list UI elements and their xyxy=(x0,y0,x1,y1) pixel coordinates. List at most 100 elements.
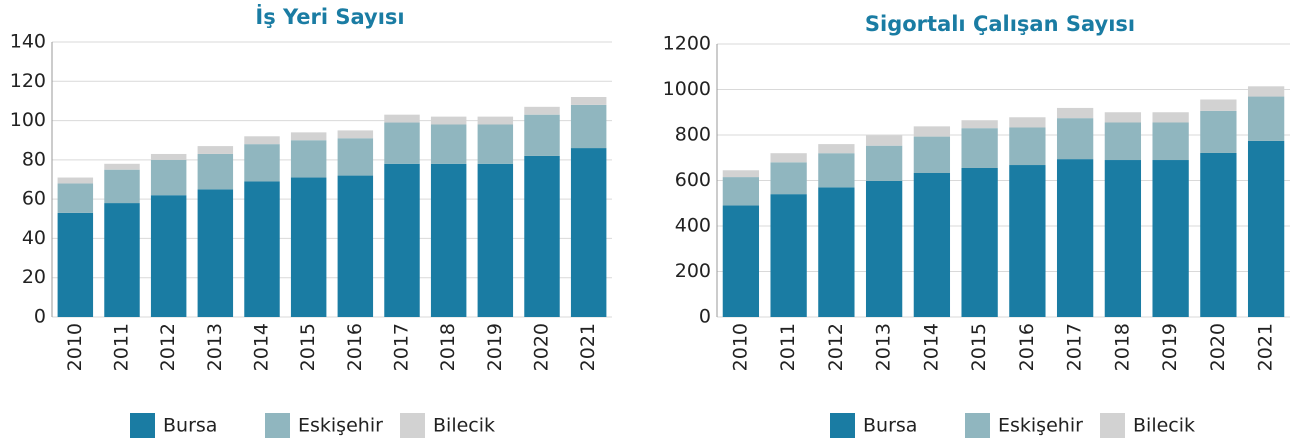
bar-segment xyxy=(337,138,374,176)
legend-label: Bilecik xyxy=(1133,415,1195,437)
bar-segment xyxy=(770,162,807,195)
legend-swatch xyxy=(965,413,990,438)
bar-segment xyxy=(913,126,951,137)
x-tick-label: 2012 xyxy=(157,323,179,371)
y-tick-label: 800 xyxy=(675,124,711,146)
x-tick-label: 2019 xyxy=(484,323,506,371)
bar-segment xyxy=(477,116,514,125)
bar-segment xyxy=(570,148,607,317)
bar-segment xyxy=(1009,127,1046,166)
bar-segment xyxy=(104,169,140,204)
bar-segment xyxy=(913,136,951,173)
bar-segment xyxy=(384,163,420,317)
bar-segment xyxy=(150,159,187,196)
bar-segment xyxy=(57,183,94,213)
x-tick-label: 2021 xyxy=(577,323,599,371)
bar-segment xyxy=(770,194,807,317)
bar-segment xyxy=(961,167,998,317)
bar-segment xyxy=(961,120,998,129)
bar-segment xyxy=(961,128,998,168)
x-tick-label: 2016 xyxy=(1016,323,1038,371)
legend-label: Bursa xyxy=(863,415,917,437)
bar-segment xyxy=(337,175,374,317)
x-tick-label: 2019 xyxy=(1159,323,1181,371)
x-tick-label: 2020 xyxy=(531,323,553,371)
bar-segment xyxy=(865,145,903,181)
x-tick-label: 2016 xyxy=(344,323,366,371)
bar-segment xyxy=(818,144,855,154)
x-tick-label: 2011 xyxy=(111,323,133,371)
x-tick-label: 2012 xyxy=(825,323,847,371)
bar-segment xyxy=(290,177,327,317)
legend-label: Eskişehir xyxy=(298,415,383,437)
bar-segment xyxy=(150,153,187,160)
y-tick-label: 140 xyxy=(10,31,46,53)
bar-segment xyxy=(913,172,951,317)
legend-swatch xyxy=(830,413,855,438)
x-tick-label: 2014 xyxy=(251,323,273,371)
x-tick-label: 2014 xyxy=(920,323,942,371)
x-tick-label: 2010 xyxy=(64,323,86,371)
legend-swatch xyxy=(130,413,155,438)
legend-label: Bilecik xyxy=(433,415,495,437)
x-tick-label: 2018 xyxy=(437,323,459,371)
bar-segment xyxy=(1152,160,1189,317)
legend-swatch xyxy=(400,413,425,438)
bar-segment xyxy=(290,132,327,141)
bar-segment xyxy=(197,189,234,317)
bar-segment xyxy=(1152,122,1189,161)
bar-segment xyxy=(865,135,903,146)
legend-label: Bursa xyxy=(163,415,217,437)
bar-segment xyxy=(524,106,560,115)
bar-segment xyxy=(197,146,234,154)
x-tick-label: 2010 xyxy=(729,323,751,371)
bar-segment xyxy=(477,163,514,317)
y-tick-label: 100 xyxy=(10,109,46,131)
bar-segment xyxy=(1104,112,1142,123)
bar-segment xyxy=(197,153,234,190)
bar-segment xyxy=(570,97,607,105)
y-tick-label: 1200 xyxy=(663,33,711,55)
x-tick-label: 2011 xyxy=(777,323,799,371)
bar-segment xyxy=(290,140,327,178)
chart-title: İş Yeri Sayısı xyxy=(255,4,404,29)
y-tick-label: 120 xyxy=(10,70,46,92)
bar-segment xyxy=(57,212,94,317)
bar-segment xyxy=(1056,159,1094,317)
bar-segment xyxy=(570,104,607,149)
bar-segment xyxy=(1104,122,1142,161)
chart-title: Sigortalı Çalışan Sayısı xyxy=(865,12,1135,36)
bar-segment xyxy=(1009,117,1046,128)
bar-segment xyxy=(770,153,807,163)
x-tick-label: 2015 xyxy=(968,323,990,371)
y-tick-label: 80 xyxy=(22,148,46,170)
x-tick-label: 2017 xyxy=(1064,323,1086,371)
bar-segment xyxy=(1009,165,1046,317)
y-tick-label: 600 xyxy=(675,169,711,191)
bar-segment xyxy=(430,163,467,317)
legend-swatch xyxy=(265,413,290,438)
x-tick-label: 2013 xyxy=(873,323,895,371)
bar-segment xyxy=(1247,96,1285,141)
bar-segment xyxy=(104,163,140,170)
x-tick-label: 2020 xyxy=(1207,323,1229,371)
y-tick-label: 60 xyxy=(22,188,46,210)
bar-segment xyxy=(244,136,280,145)
bar-segment xyxy=(1247,86,1285,97)
bar-segment xyxy=(818,153,855,188)
bar-segment xyxy=(1152,112,1189,123)
bar-segment xyxy=(57,177,94,184)
y-tick-label: 20 xyxy=(22,266,46,288)
x-tick-label: 2018 xyxy=(1111,323,1133,371)
bar-segment xyxy=(477,124,514,164)
x-tick-label: 2013 xyxy=(204,323,226,371)
x-tick-label: 2021 xyxy=(1255,323,1277,371)
bar-segment xyxy=(722,177,760,206)
bar-segment xyxy=(430,116,467,125)
bar-segment xyxy=(244,181,280,317)
bar-segment xyxy=(524,155,560,317)
y-tick-label: 200 xyxy=(675,260,711,282)
y-tick-label: 0 xyxy=(699,306,711,328)
bar-segment xyxy=(384,122,420,164)
